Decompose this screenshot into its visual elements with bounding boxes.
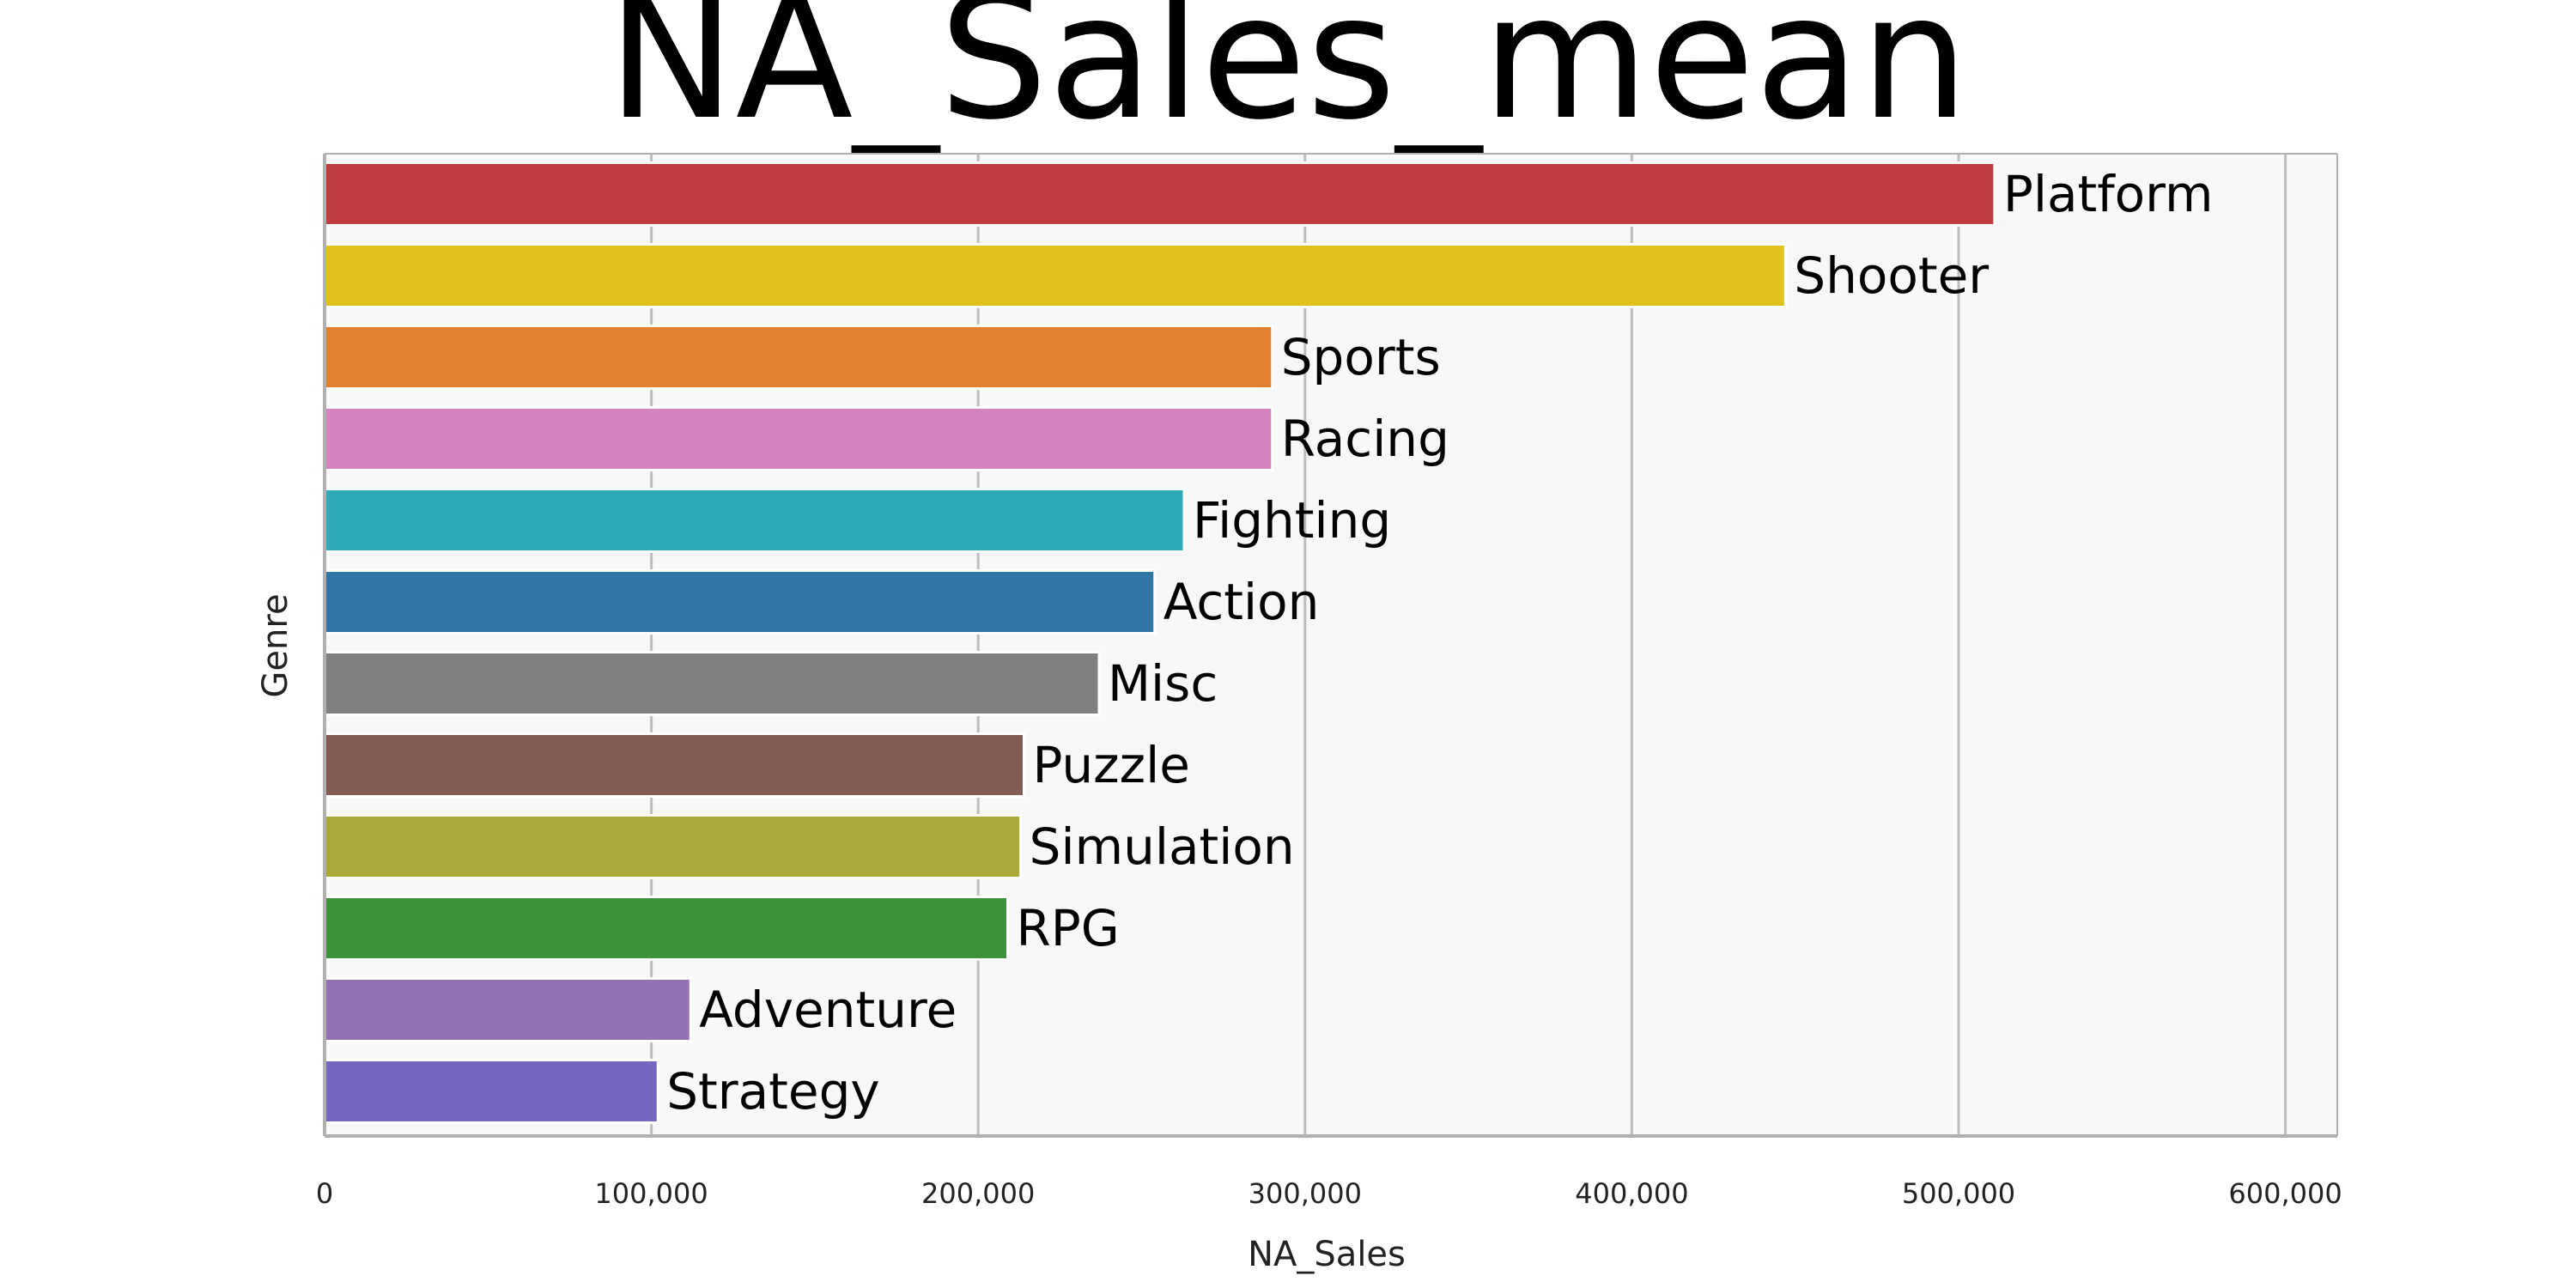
bar <box>323 161 1996 227</box>
bar <box>323 569 1157 635</box>
bar-label: Racing <box>1281 410 1449 468</box>
x-tick-labels: 0 100,000 200,000 300,000 400,000 500,000 600,… <box>316 1177 2342 1210</box>
bar-label: Adventure <box>699 981 957 1039</box>
bar-label: Fighting <box>1193 491 1391 550</box>
bar-label: Simulation <box>1030 817 1295 876</box>
chart-title: NA_Sales_mean <box>607 0 1969 158</box>
x-tick-label: 300,000 <box>1249 1177 1362 1210</box>
bar <box>323 325 1274 390</box>
bar <box>323 732 1025 798</box>
x-tick-label: 100,000 <box>594 1177 708 1210</box>
x-tick-label: 400,000 <box>1575 1177 1688 1210</box>
bar <box>323 243 1787 308</box>
bar <box>323 406 1274 471</box>
bar-label: Shooter <box>1794 246 1989 305</box>
bar-label: Strategy <box>666 1062 880 1121</box>
y-axis-label: Genre <box>256 593 295 697</box>
x-tick-label: 0 <box>316 1177 333 1210</box>
bar <box>323 651 1101 716</box>
grid-lines <box>650 154 2287 1136</box>
x-tick-label: 500,000 <box>1902 1177 2015 1210</box>
bar <box>323 488 1186 553</box>
bar <box>323 896 1009 961</box>
bar-label: Misc <box>1108 654 1218 713</box>
bar-label: Platform <box>2003 165 2214 223</box>
bar <box>323 977 692 1042</box>
x-tick-label: 600,000 <box>2228 1177 2342 1210</box>
x-tick-label: 200,000 <box>921 1177 1035 1210</box>
bars <box>323 161 1996 1124</box>
bar-label: Action <box>1163 573 1320 631</box>
bar-label: Puzzle <box>1032 736 1189 794</box>
bar-label: RPG <box>1016 899 1119 957</box>
bar <box>323 1059 659 1124</box>
bar <box>323 814 1023 879</box>
plot-area <box>325 154 2337 1136</box>
x-axis-label: NA_Sales <box>1248 1235 1406 1274</box>
bar-label: Sports <box>1281 328 1441 386</box>
